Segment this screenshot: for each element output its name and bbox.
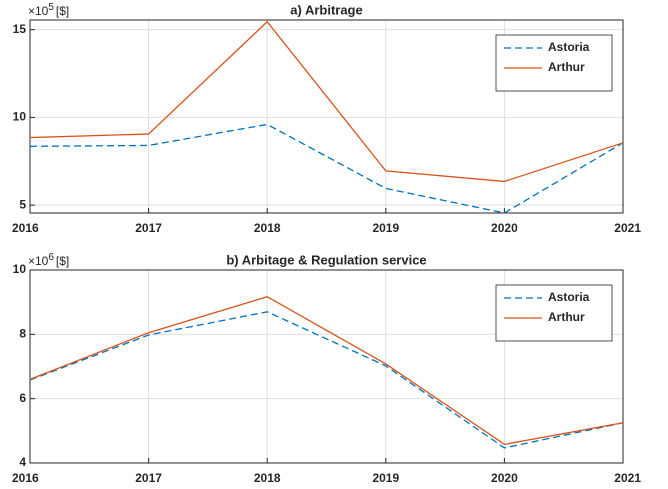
y-tick-label: 4	[19, 455, 26, 469]
axes-frame	[29, 19, 624, 214]
x-tick-label: 2018	[254, 471, 281, 485]
legend-label: Astoria	[548, 290, 590, 304]
y-multiplier: ×106 [$]	[28, 252, 69, 269]
y-unit: [$]	[56, 4, 69, 18]
y-tick-label: 5	[19, 197, 26, 211]
series-line	[29, 311, 624, 449]
x-tick-label: 2016	[12, 221, 39, 235]
legend-label: Arthur	[548, 310, 585, 324]
y-tick-label: 8	[19, 327, 26, 341]
legend-box	[495, 34, 613, 92]
x-tick-label: 2018	[254, 221, 281, 235]
y-unit: [$]	[56, 254, 69, 268]
x-tick-label: 2019	[372, 221, 399, 235]
x-tick-label: 2021	[614, 471, 641, 485]
series-line	[29, 295, 624, 446]
x-tick-label: 2017	[135, 221, 162, 235]
chart-title: a) Arbitrage	[290, 2, 362, 17]
y-exponent: 5	[48, 2, 54, 13]
series-line	[29, 20, 624, 183]
x-tick-label: 2021	[614, 221, 641, 235]
x-tick-label: 2017	[135, 471, 162, 485]
y-tick-label: 10	[13, 110, 27, 124]
chart-title: b) Arbitage & Regulation service	[226, 252, 426, 267]
y-multiplier: ×105 [$]	[28, 2, 69, 19]
series-line	[29, 123, 624, 214]
x-tick-label: 2020	[491, 221, 518, 235]
x-tick-label: 2016	[12, 471, 39, 485]
legend-label: Astoria	[548, 40, 590, 54]
legend-box	[495, 284, 613, 342]
y-tick-label: 6	[19, 391, 26, 405]
axes-frame	[29, 269, 624, 464]
legend-label: Arthur	[548, 60, 585, 74]
x-tick-label: 2020	[491, 471, 518, 485]
y-multiplier-text: ×10	[28, 4, 49, 18]
y-multiplier-text: ×10	[28, 254, 49, 268]
x-tick-label: 2019	[372, 471, 399, 485]
y-tick-label: 15	[13, 22, 27, 36]
y-exponent: 6	[48, 252, 54, 263]
y-tick-label: 10	[13, 262, 27, 276]
